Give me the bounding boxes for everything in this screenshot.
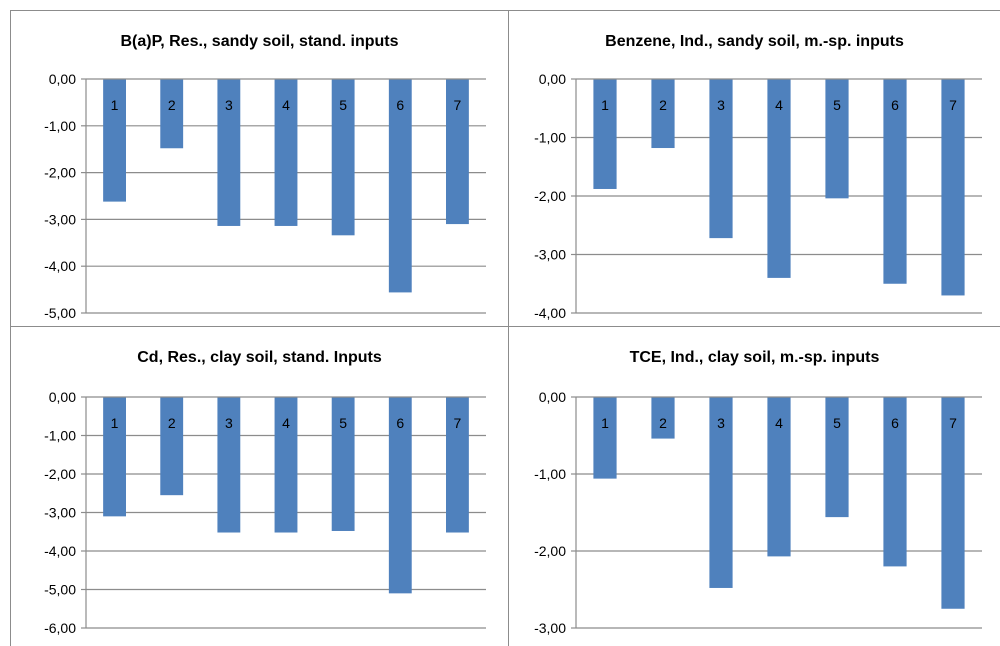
bar	[767, 397, 791, 557]
y-tick-label: -2,00	[534, 543, 566, 559]
category-label: 5	[833, 415, 841, 431]
bar	[388, 79, 412, 293]
bar	[941, 397, 965, 609]
category-label: 4	[775, 415, 783, 431]
bar	[274, 79, 298, 226]
bar	[160, 397, 184, 496]
category-label: 1	[111, 415, 119, 431]
y-tick-label: -1,00	[44, 428, 76, 444]
bar	[825, 397, 849, 518]
category-label: 7	[454, 415, 462, 431]
y-tick-label: -4,00	[534, 305, 566, 321]
bar	[103, 79, 126, 202]
y-tick-label: 0,00	[539, 389, 566, 405]
y-tick-label: -5,00	[44, 582, 76, 598]
chart-panel-benzene: Benzene, Ind., sandy soil, m.-sp. inputs…	[509, 10, 1000, 327]
bar	[331, 79, 355, 236]
category-label: 3	[225, 97, 233, 113]
category-label: 1	[111, 97, 119, 113]
chart-plot: 0,00 -1,00 -2,00 -3,00 1 2 3 4 5 6 7	[534, 389, 982, 636]
chart-title: B(a)P, Res., sandy soil, stand. inputs	[120, 33, 399, 50]
y-tick-label: -1,00	[534, 130, 566, 146]
category-label: 7	[454, 97, 462, 113]
bar	[651, 79, 675, 149]
chart-plot: 0,00 -1,00 -2,00 -3,00 -4,00 -5,00 1 2 3 4 5 6 7	[44, 71, 486, 321]
category-label: 7	[949, 97, 957, 113]
y-tick-label: -1,00	[534, 466, 566, 482]
y-tick-label: 0,00	[49, 389, 76, 405]
category-label: 5	[833, 97, 841, 113]
y-tick-label: -2,00	[44, 165, 76, 181]
bar	[388, 397, 412, 594]
category-label: 4	[775, 97, 783, 113]
y-tick-label: -3,00	[534, 620, 566, 636]
bar	[446, 397, 469, 533]
chart-title: Benzene, Ind., sandy soil, m.-sp. inputs	[605, 33, 904, 50]
bar	[709, 79, 733, 239]
y-tick-label: 0,00	[539, 71, 566, 87]
bar	[767, 79, 791, 278]
category-label: 4	[282, 415, 290, 431]
bar	[217, 79, 241, 226]
category-label: 3	[717, 415, 725, 431]
y-tick-label: -2,00	[534, 188, 566, 204]
category-label: 6	[891, 97, 899, 113]
bar	[883, 397, 907, 567]
category-label: 2	[659, 415, 667, 431]
y-tick-label: -1,00	[44, 118, 76, 134]
bar	[217, 397, 241, 533]
bar	[651, 397, 675, 439]
bar	[274, 397, 298, 533]
bar	[883, 79, 907, 284]
chart-panel-tce: TCE, Ind., clay soil, m.-sp. inputs 0,00…	[509, 327, 1000, 646]
category-label: 5	[339, 415, 347, 431]
bar	[941, 79, 965, 296]
y-tick-label: -4,00	[44, 543, 76, 559]
category-label: 3	[225, 415, 233, 431]
chart-panel-bap: B(a)P, Res., sandy soil, stand. inputs 0…	[10, 10, 509, 327]
y-tick-label: -6,00	[44, 620, 76, 636]
chart-title: TCE, Ind., clay soil, m.-sp. inputs	[629, 349, 880, 366]
y-tick-label: -2,00	[44, 466, 76, 482]
chart-panel-cd: Cd, Res., clay soil, stand. Inputs 0,00 -…	[10, 327, 509, 646]
chart-plot: 0,00 -1,00 -2,00 -3,00 -4,00 -5,00 -6,00 1 2 3 4 5 6…	[44, 389, 486, 636]
y-tick-label: -3,00	[534, 247, 566, 263]
chart-title: Cd, Res., clay soil, stand. Inputs	[137, 349, 382, 366]
category-label: 1	[601, 97, 609, 113]
category-label: 2	[659, 97, 667, 113]
category-label: 7	[949, 415, 957, 431]
chart-plot: 0,00 -1,00 -2,00 -3,00 -4,00 1 2 3 4 5 6 7	[534, 71, 982, 321]
bar	[331, 397, 355, 531]
y-tick-label: 0,00	[49, 71, 76, 87]
y-tick-label: -4,00	[44, 258, 76, 274]
y-tick-label: -3,00	[44, 505, 76, 521]
category-label: 4	[282, 97, 290, 113]
category-label: 2	[168, 97, 176, 113]
bar	[593, 397, 617, 479]
category-label: 5	[339, 97, 347, 113]
bar	[825, 79, 849, 199]
bar	[160, 79, 184, 149]
bar	[709, 397, 733, 588]
bar	[103, 397, 126, 517]
y-tick-label: -3,00	[44, 211, 76, 227]
category-label: 3	[717, 97, 725, 113]
category-label: 2	[168, 415, 176, 431]
category-label: 6	[396, 97, 404, 113]
y-tick-label: -5,00	[44, 305, 76, 321]
bar	[446, 79, 469, 225]
category-label: 1	[601, 415, 609, 431]
bar	[593, 79, 617, 189]
category-label: 6	[891, 415, 899, 431]
category-label: 6	[396, 415, 404, 431]
